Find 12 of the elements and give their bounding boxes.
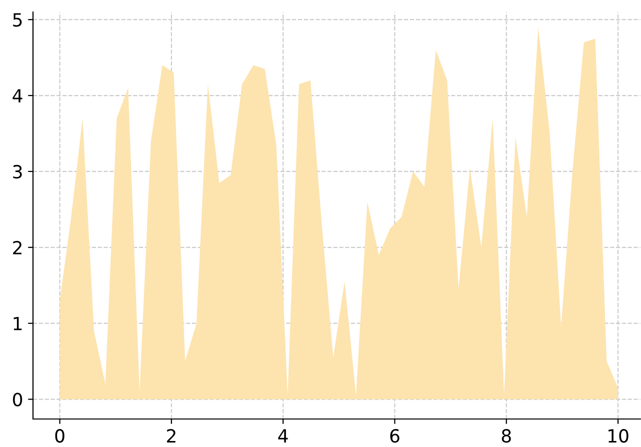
x-tick-label: 0 [55,429,64,443]
y-tick-label: 5 [13,13,22,27]
y-tick-label: 2 [13,240,22,254]
x-tick-label: 10 [608,429,628,443]
x-tick-label: 6 [390,429,400,443]
y-tick-label: 1 [14,317,22,330]
y-tick-label: 3 [13,164,22,179]
x-tick-label: 2 [167,429,176,442]
x-tick-label: 8 [502,429,511,443]
y-tick-label: 4 [12,89,22,102]
y-tick-label: 0 [12,392,22,406]
x-tick-label: 4 [278,429,288,442]
